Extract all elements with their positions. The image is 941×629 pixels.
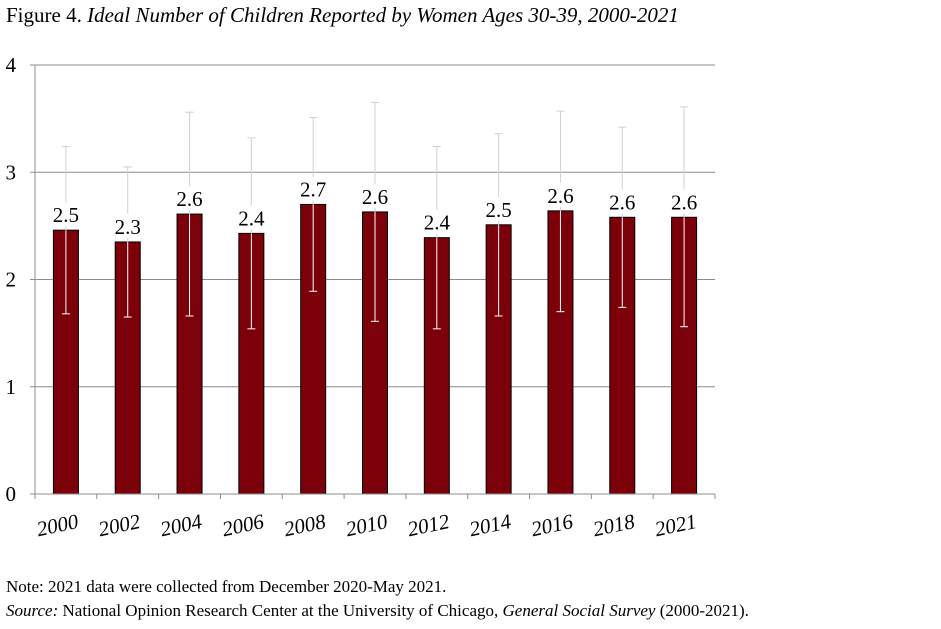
x-tick-label-2004: 2004 xyxy=(158,509,205,541)
data-label-2004: 2.6 xyxy=(176,187,202,211)
data-label-2006: 2.4 xyxy=(238,206,265,230)
error-bars xyxy=(61,102,689,330)
y-tick-label: 3 xyxy=(6,160,17,184)
source-label: Source: xyxy=(6,601,59,620)
data-label-background xyxy=(543,182,578,207)
x-tick-label-2021: 2021 xyxy=(653,509,699,541)
data-label-background xyxy=(667,189,702,214)
figure-title: Figure 4. Ideal Number of Children Repor… xyxy=(6,3,679,28)
data-label-2002: 2.3 xyxy=(115,215,141,239)
x-tick-label-2008: 2008 xyxy=(282,509,329,541)
y-axis-ticks: 0 1 2 3 4 xyxy=(6,53,35,506)
x-axis-ticks: 2000 2002 2004 2006 2008 2010 2012 2014 2016 2018… xyxy=(34,494,716,541)
y-tick-label: 1 xyxy=(6,375,17,399)
y-tick-label: 2 xyxy=(6,268,17,292)
data-label-2014: 2.5 xyxy=(486,198,512,222)
data-labels: 2.5 2.3 2.6 2.4 2.7 2.6 2.4 2.5 2.6 2.6 2.6 xyxy=(48,176,702,239)
data-label-background xyxy=(110,213,145,238)
error-bar-2002 xyxy=(123,166,132,318)
data-label-2021: 2.6 xyxy=(671,190,697,214)
data-label-background xyxy=(172,186,207,211)
data-label-2016: 2.6 xyxy=(547,184,573,208)
x-tick-label-2000: 2000 xyxy=(34,509,81,541)
data-label-background xyxy=(481,196,516,221)
data-label-background xyxy=(48,202,83,227)
axes xyxy=(34,65,715,495)
data-label-background xyxy=(234,205,269,230)
x-tick-label-2002: 2002 xyxy=(96,509,143,541)
y-tick-label: 4 xyxy=(6,53,17,77)
data-label-background xyxy=(605,189,640,214)
data-label-2008: 2.7 xyxy=(300,177,326,201)
data-label-background xyxy=(296,176,331,201)
bar-2018 xyxy=(609,216,636,495)
figure-title-text: Ideal Number of Children Reported by Wom… xyxy=(87,3,679,27)
x-tick-label-2006: 2006 xyxy=(220,509,267,541)
x-tick-label-2010: 2010 xyxy=(344,509,391,541)
source-text-2: (2000-2021). xyxy=(655,601,749,620)
x-tick-label-2016: 2016 xyxy=(529,509,576,541)
x-tick-label-2018: 2018 xyxy=(591,509,638,541)
data-label-2012: 2.4 xyxy=(424,211,451,235)
data-note: Note: 2021 data were collected from Dece… xyxy=(6,577,447,596)
x-tick-label-2012: 2012 xyxy=(405,509,452,541)
source-note: Source: National Opinion Research Center… xyxy=(6,601,749,621)
y-tick-label: 0 xyxy=(6,482,17,506)
source-title: General Social Survey xyxy=(502,601,656,620)
data-label-background xyxy=(419,209,454,234)
data-label-2000: 2.5 xyxy=(53,203,79,227)
figure-number: Figure 4. xyxy=(6,3,82,27)
data-label-2010: 2.6 xyxy=(362,185,388,209)
data-label-2018: 2.6 xyxy=(609,190,635,214)
x-tick-label-2014: 2014 xyxy=(467,509,514,541)
source-text-1: National Opinion Research Center at the … xyxy=(58,601,503,620)
data-label-background xyxy=(358,183,392,208)
